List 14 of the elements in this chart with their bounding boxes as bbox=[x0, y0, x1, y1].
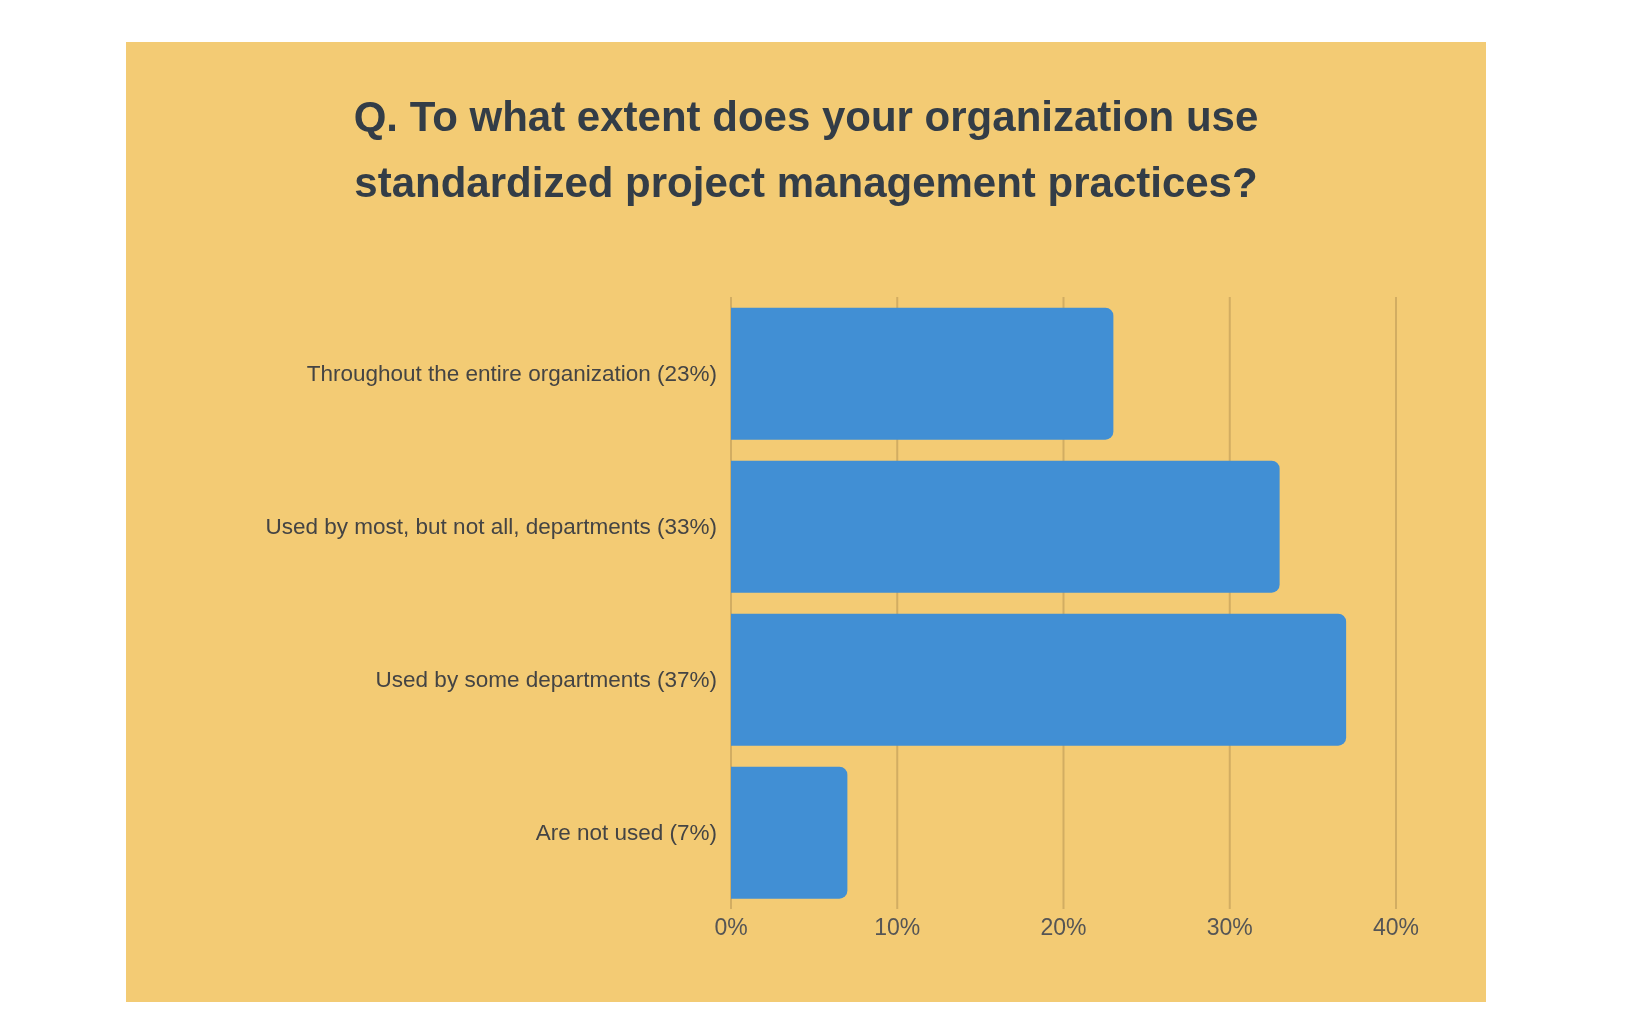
x-tick-label: 10% bbox=[874, 914, 921, 941]
bar bbox=[731, 766, 848, 899]
y-tick-label: Are not used (7%) bbox=[535, 820, 717, 846]
bar bbox=[731, 460, 1280, 593]
bar bbox=[731, 307, 1114, 440]
x-tick-label: 30% bbox=[1206, 914, 1253, 941]
x-tick-label: 20% bbox=[1040, 914, 1087, 941]
y-tick-label: Used by most, but not all, departments (33%) bbox=[265, 514, 717, 540]
chart-title: Q. To what extent does your organization use standardized project management practices? bbox=[352, 92, 1260, 208]
bar bbox=[731, 613, 1347, 746]
x-tick-label: 0% bbox=[714, 914, 748, 941]
y-tick-label: Throughout the entire organization (23%) bbox=[306, 361, 717, 387]
y-tick-label: Used by some departments (37%) bbox=[375, 667, 717, 693]
x-tick-label: 40% bbox=[1372, 914, 1420, 941]
